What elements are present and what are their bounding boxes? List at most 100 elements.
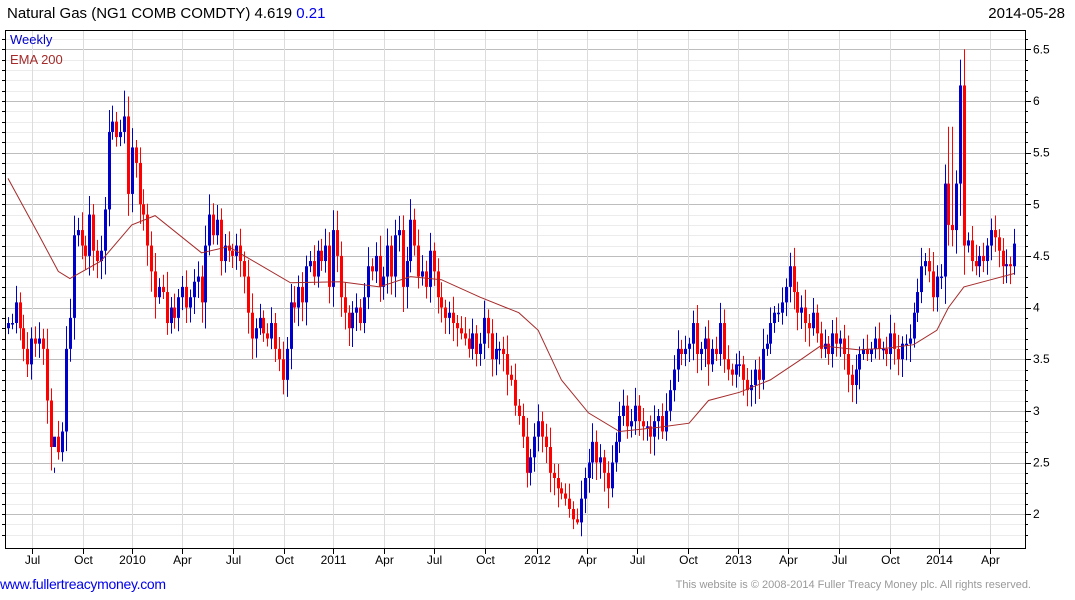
candle-body <box>599 457 602 463</box>
x-tick-label: 2011 <box>321 553 347 567</box>
candle-body <box>936 276 939 298</box>
candle <box>800 295 803 329</box>
candle-body <box>15 302 18 324</box>
candle-body <box>978 255 981 267</box>
candle <box>460 316 463 340</box>
candle-body <box>607 472 610 489</box>
candle <box>746 367 749 407</box>
candle <box>444 299 447 334</box>
candle-body <box>959 85 962 184</box>
candle <box>286 336 289 397</box>
candle-body <box>731 369 734 375</box>
candle <box>947 126 950 246</box>
candle <box>533 423 536 472</box>
x-tick-label: Oct <box>275 553 294 567</box>
candle <box>905 334 908 361</box>
candle <box>274 312 277 363</box>
candle <box>913 302 916 348</box>
candle-body <box>971 240 974 262</box>
candle <box>336 210 339 273</box>
candle <box>437 258 440 314</box>
candle-body <box>266 333 269 339</box>
candle <box>758 356 761 399</box>
candle <box>340 241 343 317</box>
candle <box>146 203 149 266</box>
candle <box>491 319 494 377</box>
y-tick-label: 2.5 <box>1033 456 1050 470</box>
candle <box>657 409 660 440</box>
candle <box>975 244 978 276</box>
candle-body <box>50 400 53 448</box>
candle-body <box>247 276 250 313</box>
candle <box>142 189 145 231</box>
candle-body <box>69 317 72 349</box>
candle <box>425 260 428 299</box>
price-change: 0.21 <box>296 5 326 22</box>
candle-body <box>84 245 87 256</box>
y-tick-label: 3.5 <box>1033 352 1050 366</box>
candle <box>483 300 486 359</box>
candle-body <box>622 405 625 417</box>
candle-body <box>518 405 521 417</box>
candle <box>464 317 467 346</box>
candle-body <box>866 348 869 355</box>
candle <box>495 332 498 376</box>
candle-body <box>30 338 33 365</box>
candle-body <box>413 219 416 246</box>
candle-body <box>692 323 695 344</box>
candle <box>885 336 888 367</box>
candle-body <box>448 312 451 318</box>
candle-body <box>301 286 304 303</box>
candle <box>630 409 633 438</box>
x-tick-label: Apr <box>173 553 192 567</box>
candle <box>607 461 610 509</box>
candle <box>514 363 517 416</box>
candle-body <box>916 292 919 313</box>
candle <box>479 332 482 366</box>
candle <box>506 335 509 396</box>
candle <box>545 423 548 464</box>
x-tick-label: 2013 <box>725 553 752 567</box>
candle-body <box>398 230 401 236</box>
candle-body <box>537 421 540 437</box>
candle <box>618 401 621 453</box>
candle-body <box>259 317 262 329</box>
candle-body <box>789 266 792 287</box>
candle <box>669 379 672 422</box>
candle <box>665 393 668 441</box>
candle-body <box>932 271 935 298</box>
candle <box>711 339 714 372</box>
candle <box>866 334 869 362</box>
candle-body <box>781 302 784 313</box>
candle <box>715 336 718 362</box>
website-link[interactable]: www.fullertreacymoney.com <box>0 576 166 592</box>
candle-body <box>402 230 405 287</box>
candle-body <box>502 348 505 355</box>
candle <box>932 252 935 312</box>
candle <box>564 483 567 506</box>
candle <box>131 128 134 213</box>
candle <box>429 232 432 303</box>
x-tick-label: Jul <box>25 553 40 567</box>
candle <box>870 341 873 363</box>
candle-body <box>762 348 765 380</box>
candle-body <box>955 183 958 231</box>
candle <box>812 297 815 336</box>
axes: 2 2.5 3 3.5 4 4.5 5 5.5 6 6.5 Jul Oct 2010 Apr Jul Oct 2… <box>2 39 1050 567</box>
candle-body <box>646 426 649 428</box>
candle <box>324 228 327 273</box>
candle <box>92 203 95 271</box>
candle-body <box>777 312 780 315</box>
candle-body <box>839 338 842 344</box>
candle-body <box>905 343 908 346</box>
candle <box>994 215 997 252</box>
candle-body <box>19 302 22 329</box>
candle-body <box>166 292 169 324</box>
candle <box>123 90 126 144</box>
candle-body <box>355 307 358 313</box>
y-tick-label: 6 <box>1033 94 1040 108</box>
candle-body <box>723 323 726 360</box>
candle <box>858 346 861 390</box>
candle <box>119 119 122 147</box>
candle <box>224 233 227 273</box>
